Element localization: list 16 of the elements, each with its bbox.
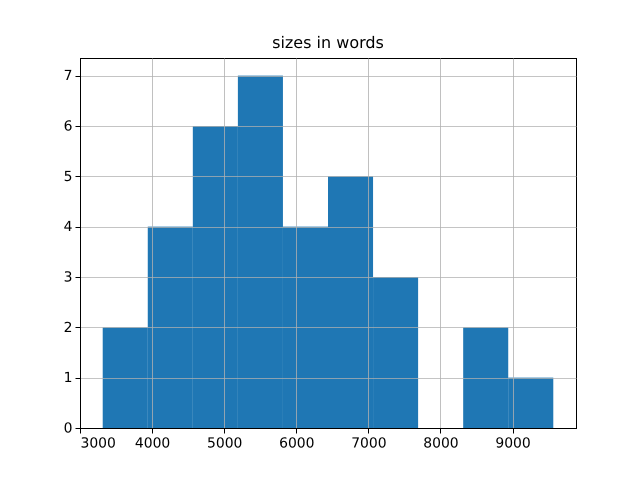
x-tick-label: 5000 [207,436,242,452]
y-tick-label: 6 [64,118,72,134]
y-tick-label: 2 [64,320,72,336]
chart-title: sizes in words [272,33,384,52]
x-tick-label: 4000 [134,436,170,452]
x-tick-label: 3000 [80,436,116,452]
x-tick-label: 8000 [423,436,459,452]
x-tick-label: 6000 [279,436,314,452]
x-tick-label: 9000 [495,436,531,452]
x-tick-label: 7000 [351,436,387,452]
y-tick-label: 1 [64,370,72,386]
y-tick-label: 0 [64,420,72,436]
y-tick-label: 4 [64,219,73,236]
y-tick-label: 7 [64,68,72,84]
y-tick-label: 3 [64,269,72,286]
y-tick-label: 5 [64,168,72,185]
